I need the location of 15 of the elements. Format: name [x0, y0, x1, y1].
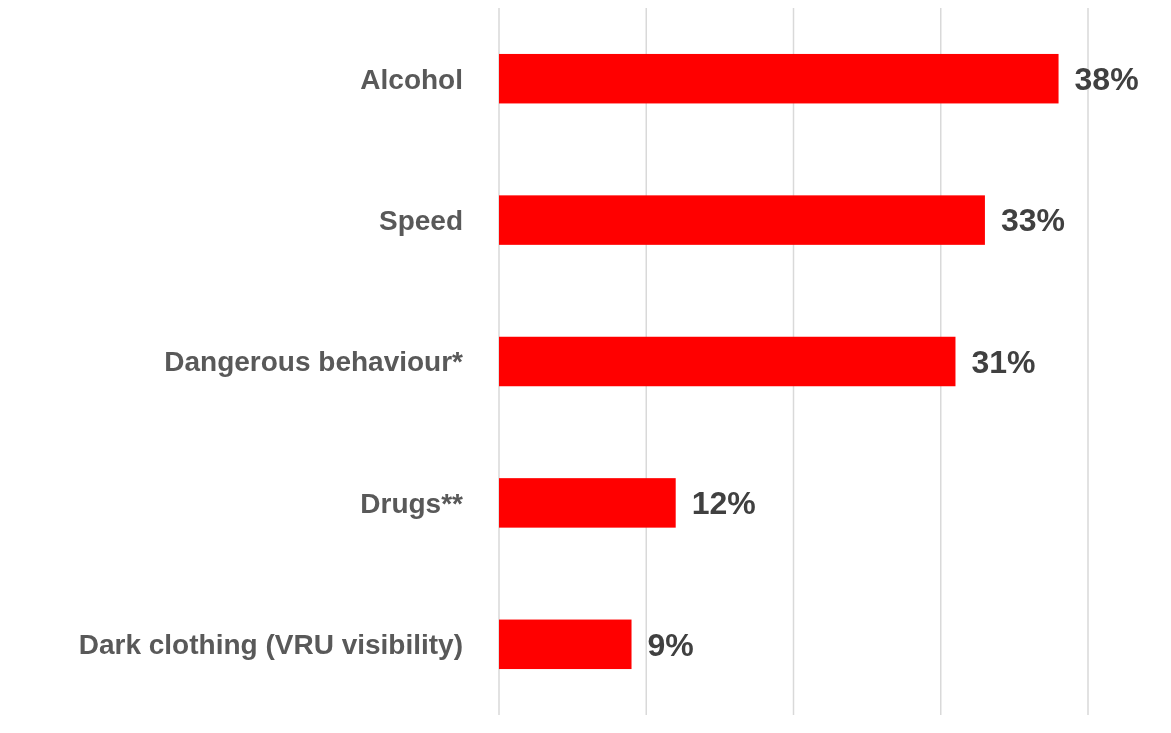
bar: [499, 53, 1059, 104]
y-tick-label: Dangerous behaviour*: [164, 346, 464, 378]
data-label: 9%: [647, 626, 694, 663]
bar: [499, 478, 676, 528]
bar: [499, 336, 956, 387]
bar: [499, 195, 985, 245]
data-label: 33%: [1000, 202, 1065, 239]
bar: [499, 619, 632, 670]
data-label: 38%: [1074, 60, 1139, 97]
data-label: 31%: [971, 343, 1036, 380]
y-tick-label: Alcohol: [360, 63, 463, 95]
y-tick-label: Dark clothing (VRU visibility): [78, 629, 463, 661]
data-label: 12%: [691, 485, 756, 522]
y-tick-label: Speed: [378, 204, 463, 236]
y-tick-label: Drugs**: [360, 487, 464, 519]
